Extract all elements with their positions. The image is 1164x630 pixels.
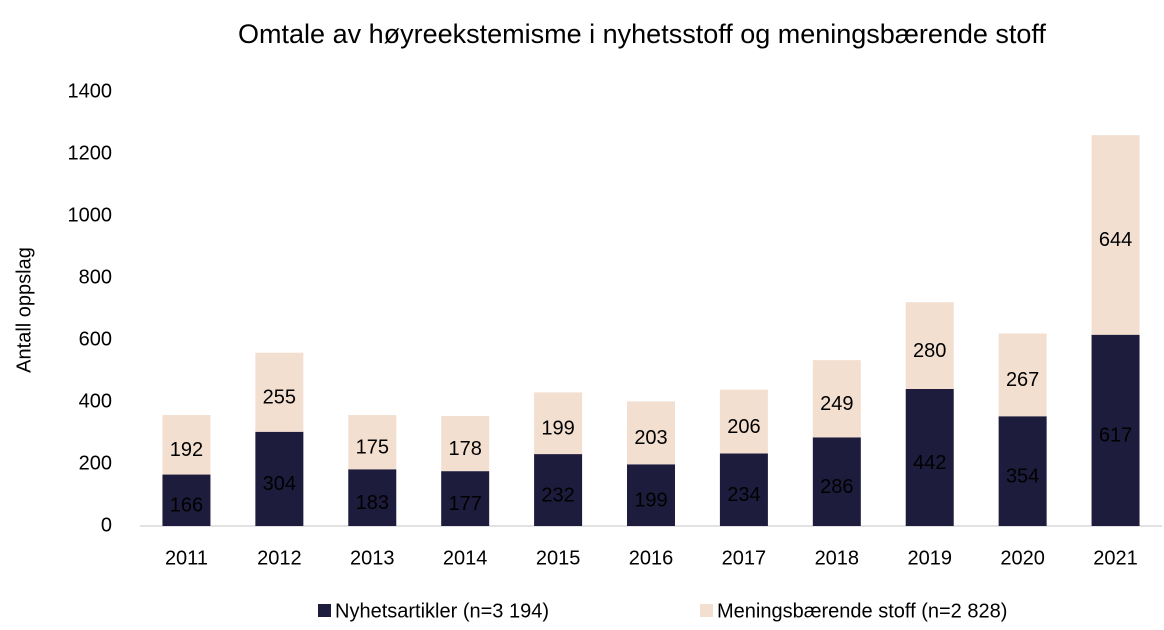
bar-segment xyxy=(534,392,583,455)
x-tick-label: 2016 xyxy=(629,547,674,569)
bar-segment xyxy=(162,474,211,526)
bar-segment xyxy=(1091,334,1140,526)
bar-segment xyxy=(905,302,954,389)
data-label: 442 xyxy=(913,452,946,474)
y-tick-label: 0 xyxy=(101,514,112,536)
data-label: 617 xyxy=(1099,425,1132,447)
y-tick-label: 800 xyxy=(79,266,112,288)
x-tick-label: 2015 xyxy=(536,547,581,569)
data-label: 267 xyxy=(1006,369,1039,391)
data-label: 304 xyxy=(263,473,296,495)
bar-segment xyxy=(441,471,490,526)
x-tick-label: 2020 xyxy=(1000,547,1045,569)
data-label: 206 xyxy=(727,416,760,438)
y-tick-label: 200 xyxy=(79,452,112,474)
y-tick-label: 1200 xyxy=(68,142,113,164)
data-label: 199 xyxy=(634,489,667,511)
x-tick-label: 2018 xyxy=(815,547,860,569)
bar-segment xyxy=(441,415,490,472)
y-tick-label: 600 xyxy=(79,328,112,350)
data-label: 286 xyxy=(820,476,853,498)
data-label: 644 xyxy=(1099,229,1132,251)
bar-segment xyxy=(627,464,675,526)
data-label: 234 xyxy=(727,484,760,506)
x-tick-label: 2021 xyxy=(1093,547,1138,569)
x-tick-label: 2017 xyxy=(722,547,767,569)
data-label: 177 xyxy=(448,493,481,515)
bar-segment xyxy=(255,352,304,432)
y-tick-label: 1400 xyxy=(68,80,113,102)
data-label: 192 xyxy=(170,439,203,461)
bar-segment xyxy=(998,333,1047,417)
y-tick-label: 400 xyxy=(79,390,112,412)
bar-segment xyxy=(719,389,768,454)
bar-segment xyxy=(534,454,583,526)
bar-segment xyxy=(998,416,1047,526)
legend-label: Nyhetsartikler (n=3 194) xyxy=(335,600,549,622)
data-label: 199 xyxy=(541,418,574,440)
data-label: 203 xyxy=(634,427,667,449)
data-label: 249 xyxy=(820,393,853,415)
x-tick-label: 2011 xyxy=(165,547,208,569)
data-label: 354 xyxy=(1006,465,1039,487)
chart-title: Omtale av høyreekstemisme i nyhetsstoff … xyxy=(238,19,1046,49)
bar-segment xyxy=(255,431,304,526)
data-label: 183 xyxy=(356,492,389,514)
bar-segment xyxy=(905,388,954,526)
bar-segment xyxy=(162,415,211,475)
bar-segment xyxy=(719,453,768,526)
data-label: 178 xyxy=(448,438,481,460)
data-label: 280 xyxy=(913,340,946,362)
legend-swatch xyxy=(700,604,713,617)
y-tick-label: 1000 xyxy=(68,204,113,226)
bar-segment xyxy=(348,415,397,470)
bar-segment xyxy=(627,401,675,465)
bar-segment xyxy=(1091,135,1140,335)
x-tick-label: 2013 xyxy=(350,547,395,569)
bar-segment xyxy=(348,469,397,526)
y-axis-label: Antall oppslag xyxy=(13,247,35,373)
x-tick-label: 2014 xyxy=(443,547,488,569)
bar-segment xyxy=(812,360,861,438)
bar-segment xyxy=(812,437,861,526)
data-label: 175 xyxy=(356,436,389,458)
data-label: 166 xyxy=(170,495,203,517)
data-label: 255 xyxy=(263,387,296,409)
x-tick-label: 2019 xyxy=(907,547,952,569)
legend-swatch xyxy=(318,604,331,617)
x-tick-label: 2012 xyxy=(257,547,302,569)
data-label: 232 xyxy=(541,484,574,506)
legend-label: Meningsbærende stoff (n=2 828) xyxy=(717,600,1007,622)
